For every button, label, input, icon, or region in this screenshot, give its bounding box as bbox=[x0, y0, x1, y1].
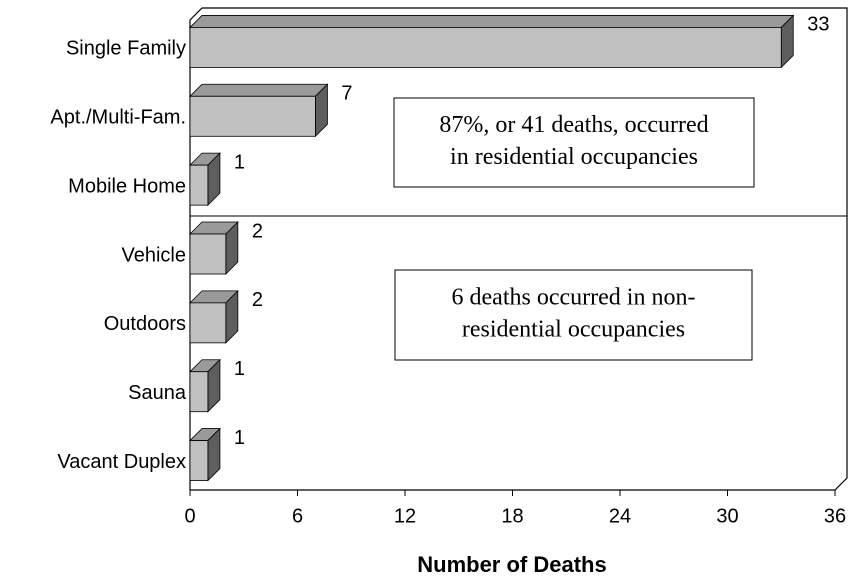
value-label: 7 bbox=[341, 83, 352, 105]
category-label: Vehicle bbox=[122, 244, 187, 266]
bar-top bbox=[189, 83, 329, 97]
value-label: 2 bbox=[252, 289, 263, 311]
x-axis-title: Number of Deaths bbox=[417, 552, 606, 577]
bar bbox=[189, 164, 209, 206]
annotation-text: in residential occupancies bbox=[450, 144, 698, 170]
value-label: 33 bbox=[807, 14, 829, 36]
annotation-text: residential occupancies bbox=[462, 317, 685, 343]
x-tick-label: 18 bbox=[501, 505, 523, 527]
bar bbox=[189, 27, 782, 68]
bar bbox=[189, 440, 209, 481]
value-label: 2 bbox=[252, 220, 263, 242]
category-label: Outdoors bbox=[104, 313, 186, 335]
annotation-box bbox=[393, 97, 755, 188]
bar bbox=[189, 302, 227, 344]
bar bbox=[189, 95, 316, 137]
x-tick-label: 0 bbox=[184, 505, 195, 527]
category-label: Mobile Home bbox=[68, 175, 186, 197]
annotation-text: 6 deaths occurred in non- bbox=[452, 285, 696, 311]
bar-top bbox=[189, 15, 795, 28]
category-label: Single Family bbox=[66, 38, 186, 60]
plot-frame bbox=[189, 7, 848, 491]
category-label: Vacant Duplex bbox=[57, 451, 186, 473]
value-label: 1 bbox=[234, 358, 245, 380]
bar bbox=[189, 371, 209, 413]
x-tick-label: 30 bbox=[716, 505, 738, 527]
x-tick-label: 24 bbox=[609, 505, 631, 527]
x-tick-label: 36 bbox=[824, 505, 846, 527]
category-label: Sauna bbox=[128, 382, 187, 404]
x-tick-label: 6 bbox=[292, 505, 303, 527]
value-label: 1 bbox=[234, 151, 245, 173]
x-tick-label: 12 bbox=[394, 505, 416, 527]
category-label: Apt./Multi-Fam. bbox=[50, 107, 186, 129]
bar bbox=[189, 233, 227, 275]
annotation-text: 87%, or 41 deaths, occurred bbox=[439, 112, 708, 138]
value-label: 1 bbox=[234, 427, 245, 449]
annotation-box bbox=[394, 269, 753, 361]
